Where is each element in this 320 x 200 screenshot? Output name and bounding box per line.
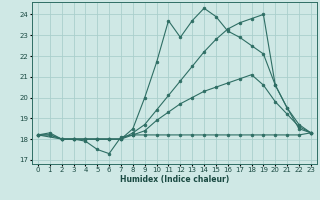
X-axis label: Humidex (Indice chaleur): Humidex (Indice chaleur)	[120, 175, 229, 184]
